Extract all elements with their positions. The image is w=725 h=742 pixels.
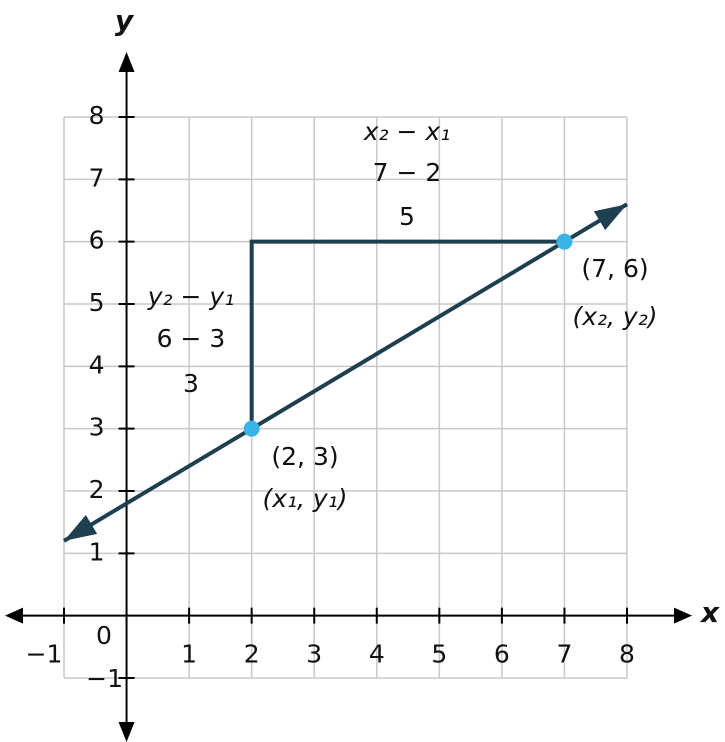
point-label: (2, 3) — [271, 442, 338, 471]
rise-label: 6 − 3 — [157, 324, 226, 353]
rise-label: 3 — [183, 369, 199, 398]
y-tick-label: 2 — [89, 475, 105, 504]
point — [556, 233, 573, 250]
y-axis-arrow — [118, 722, 135, 742]
y-tick-label: 1 — [89, 537, 105, 566]
x-axis-arrow — [674, 607, 692, 624]
y-tick-label: 8 — [89, 101, 105, 130]
point-label: (x₁, y₁) — [262, 484, 347, 513]
x-axis-label: x — [699, 596, 720, 629]
point-label: (7, 6) — [581, 254, 648, 283]
x-tick-label: 2 — [244, 640, 260, 669]
run-label: x₂ − x₁ — [363, 117, 450, 146]
y-tick-label: 7 — [89, 163, 105, 192]
x-tick-label: 8 — [619, 640, 635, 669]
line-arrow — [64, 515, 98, 541]
y-tick-label: −1 — [86, 664, 123, 693]
x-tick-label: 7 — [556, 640, 572, 669]
run-label: 7 − 2 — [373, 158, 442, 187]
line-arrow — [593, 204, 627, 231]
line — [62, 202, 629, 543]
x-tick-label: 6 — [494, 640, 510, 669]
rise-label: y₂ − y₁ — [147, 282, 234, 311]
x-tick-label: 1 — [181, 640, 197, 669]
x-tick-label: 4 — [369, 640, 385, 669]
y-tick-label: 3 — [89, 413, 105, 442]
y-tick-label: 6 — [89, 226, 105, 255]
origin-label: 0 — [96, 621, 112, 650]
slope-triangle — [249, 239, 565, 429]
point — [243, 420, 260, 437]
y-tick-label: 4 — [89, 350, 105, 379]
x-tick-label: 3 — [306, 640, 322, 669]
run-label: 5 — [399, 202, 415, 231]
y-tick-label: 5 — [89, 288, 105, 317]
y-axis-label: y — [115, 4, 135, 37]
x-axis-arrow — [5, 607, 23, 624]
x-tick-label: 5 — [431, 640, 447, 669]
point-label: (x₂, y₂) — [572, 302, 657, 331]
x-tick-label: −1 — [26, 640, 63, 669]
y-axis-arrow — [118, 52, 135, 72]
